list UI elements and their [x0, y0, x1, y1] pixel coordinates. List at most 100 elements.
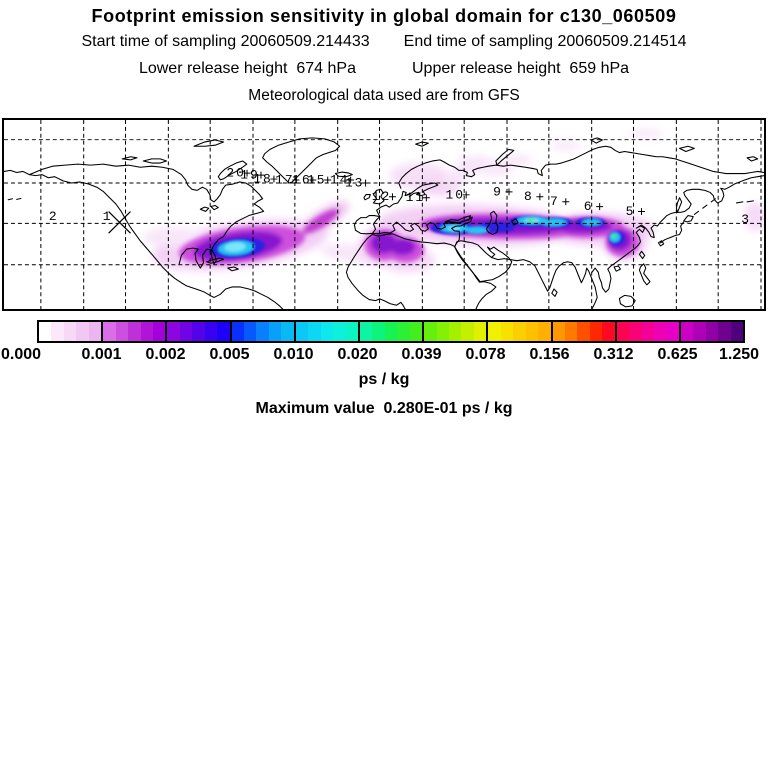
- colorbar-cell: [39, 322, 52, 341]
- trajectory-plus-marker: [562, 198, 570, 206]
- colorbar-cell: [409, 322, 423, 341]
- colorbar-tick: 0.000: [0, 346, 42, 363]
- colorbar-cell: [308, 322, 321, 341]
- colorbar-segment: [229, 322, 294, 341]
- colorbar-cell: [500, 322, 514, 341]
- colorbar-cell: [179, 322, 193, 341]
- trajectory-plus-marker: [505, 188, 513, 196]
- trajectory-plus-marker: [324, 176, 332, 184]
- colorbar-tick: 0.625: [657, 346, 698, 363]
- colorbar-cell: [167, 322, 180, 341]
- colorbar-cell: [436, 322, 449, 341]
- trajectory-plus-marker: [347, 176, 355, 184]
- colorbar-cell: [372, 322, 385, 341]
- colorbar-cell: [616, 322, 630, 341]
- colorbar-segment: [39, 322, 102, 341]
- colorbar-cell: [115, 322, 129, 341]
- colorbar-cell: [449, 322, 462, 341]
- colorbar-cell: [730, 322, 744, 341]
- colorbar-cell: [384, 322, 398, 341]
- colorbar-cell: [320, 322, 334, 341]
- trajectory-plus-marker: [309, 176, 317, 184]
- sensitivity-blob: [550, 140, 581, 151]
- page-title: Footprint emission sensitivity in global…: [91, 6, 677, 26]
- colorbar-cell: [88, 322, 102, 341]
- colorbar-cell: [204, 322, 218, 341]
- trajectory-point-label: 8: [524, 189, 534, 204]
- trajectory-plus-marker: [243, 169, 251, 177]
- trajectory-point-label: 9: [493, 184, 503, 199]
- sensitivity-blob: [611, 234, 617, 239]
- sensitivity-blob: [628, 128, 663, 139]
- colorbar-cell: [295, 322, 309, 341]
- sensitivity-blob: [582, 219, 602, 226]
- trajectory-plus-marker: [362, 179, 370, 187]
- trajectory-plus-marker: [257, 171, 265, 179]
- trajectory-plus-marker: [637, 208, 645, 215]
- colorbar-segment: [293, 322, 358, 341]
- colorbar-cell: [654, 322, 667, 341]
- colorbar-cell: [718, 322, 731, 341]
- colorbar-cell: [461, 322, 474, 341]
- colorbar-segment: [165, 322, 230, 341]
- trajectory-point-label: 2: [49, 209, 59, 224]
- colorbar-cell: [268, 322, 282, 341]
- colorbar-cell: [602, 322, 615, 341]
- release-heights-line: Lower release height 674 hPa Upper releas…: [0, 60, 768, 78]
- colorbar-cell: [140, 322, 153, 341]
- trajectory-point-label: 5: [626, 204, 636, 219]
- colorbar-cell: [345, 322, 358, 341]
- met-data-label: Meteorological data used are from GFS: [248, 87, 520, 104]
- trajectory-point-label: 16: [292, 173, 312, 188]
- sampling-times-line: Start time of sampling 20060509.214433 En…: [0, 33, 768, 51]
- sensitivity-blob: [502, 154, 532, 167]
- trajectory-point-label: 7: [550, 194, 560, 209]
- world-map-panel: 1 2 3 5 6 7 8 9 10 11 12 13 14 15 16 17 18 19 20: [2, 118, 766, 311]
- lower-release-label: Lower release height 674 hPa: [138, 60, 356, 77]
- colorbar-cell: [63, 322, 77, 341]
- colorbar-cell: [103, 322, 116, 341]
- colorbar-tick-labels: 0.000 0.001 0.002 0.005 0.010 0.020 0.039 0.078…: [0, 346, 768, 366]
- colorbar-tick: 0.312: [593, 346, 634, 363]
- colorbar-cell: [51, 322, 64, 341]
- colorbar-cell: [152, 322, 166, 341]
- trajectory-point-label: 6: [584, 199, 594, 214]
- colorbar-tick: 0.156: [529, 346, 570, 363]
- trajectory-plus-marker: [536, 193, 544, 201]
- colorbar: [37, 320, 745, 343]
- trajectory-point-label: 20: [226, 166, 246, 181]
- trajectory-plus-marker: [596, 203, 604, 211]
- colorbar-tick: 0.020: [337, 346, 378, 363]
- colorbar-cell: [589, 322, 603, 341]
- colorbar-cell: [76, 322, 89, 341]
- sensitivity-blob: [389, 238, 416, 256]
- trajectory-point-label: 17: [275, 173, 295, 188]
- sensitivity-blob: [466, 226, 489, 234]
- colorbar-cell: [473, 322, 487, 341]
- colorbar-cell: [424, 322, 437, 341]
- colorbar-cell: [488, 322, 501, 341]
- trajectory-plus-marker: [422, 194, 430, 202]
- trajectory-plus-marker: [292, 176, 300, 184]
- colorbar-segment: [614, 322, 679, 341]
- trajectory-plus-marker: [270, 175, 278, 183]
- start-time-label: Start time of sampling 20060509.214433: [81, 33, 370, 50]
- colorbar-cell: [552, 322, 565, 341]
- colorbar-tick: 0.039: [401, 346, 442, 363]
- trajectory-point-label: 1: [103, 209, 113, 224]
- colorbar-cell: [217, 322, 230, 341]
- colorbar-tick: 0.005: [209, 346, 250, 363]
- coastlines: [4, 137, 764, 309]
- colorbar-cell: [244, 322, 257, 341]
- colorbar-cell: [281, 322, 294, 341]
- trajectory-point-label: 12: [372, 189, 392, 204]
- colorbar-segment: [357, 322, 423, 341]
- colorbar-tick: 1.250: [718, 346, 760, 363]
- colorbar-cell: [192, 322, 205, 341]
- colorbar-cell: [564, 322, 578, 341]
- sensitivity-blob: [143, 227, 204, 247]
- end-time-label: End time of sampling 20060509.214514: [403, 33, 687, 50]
- trajectory-point-label: 19: [240, 168, 260, 183]
- colorbar-cell: [693, 322, 706, 341]
